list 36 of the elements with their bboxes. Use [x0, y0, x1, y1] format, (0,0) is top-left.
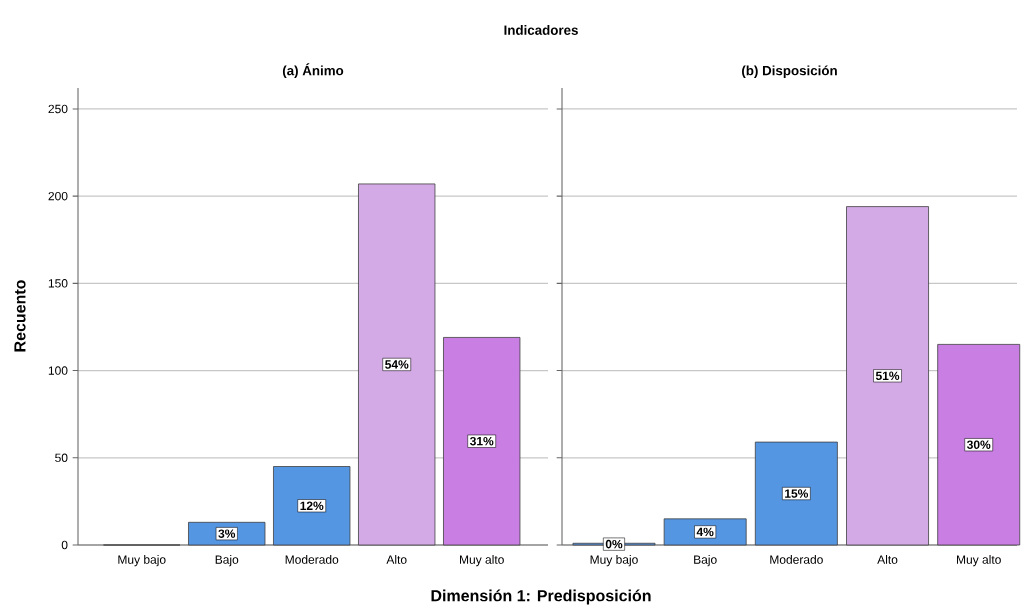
y-tick-label: 100 — [48, 366, 68, 375]
y-tick-label: 200 — [48, 191, 68, 201]
annotation: 51% — [875, 371, 900, 381]
x-tick-label: Alto — [386, 555, 407, 564]
x-axis-title: Dimensión 1: Predisposición — [431, 589, 651, 605]
annotation: 31% — [469, 436, 494, 446]
y-tick-label: 150 — [48, 279, 68, 288]
annotation: 3% — [218, 529, 236, 538]
y-tick-label: 50 — [55, 453, 68, 463]
chart-title: (a) Ánimo — [282, 63, 344, 78]
chart-title: (b) Disposición — [742, 65, 837, 78]
x-tick-label: Moderado — [285, 555, 339, 564]
bar — [754, 441, 838, 546]
annotation: 54% — [385, 360, 409, 369]
bar — [937, 344, 1021, 546]
annotation: 4% — [696, 527, 714, 537]
bar — [273, 466, 351, 546]
x-tick-label: Bajo — [215, 555, 239, 567]
x-tick-label: Muy bajo — [590, 555, 638, 567]
x-tick-label: Moderado — [770, 555, 823, 564]
bar — [846, 206, 929, 546]
x-tick-label: Muy alto — [460, 555, 504, 567]
bar — [443, 337, 521, 546]
x-tick-label: Alto — [877, 555, 898, 564]
annotation: 30% — [966, 440, 991, 449]
bar — [358, 183, 436, 546]
annotation: 12% — [300, 501, 324, 510]
x-tick-label: Muy alto — [957, 555, 1001, 567]
y-tick-label: 0 — [61, 540, 68, 550]
x-tick-label: Bajo — [694, 555, 717, 567]
annotation: 0% — [605, 539, 623, 549]
text: Indicadores — [504, 25, 578, 35]
y-tick-label: 250 — [48, 104, 68, 114]
annotation: 15% — [785, 489, 809, 498]
x-tick-label: Muy bajo — [118, 555, 166, 567]
y-axis-title: Recuento — [14, 280, 26, 352]
